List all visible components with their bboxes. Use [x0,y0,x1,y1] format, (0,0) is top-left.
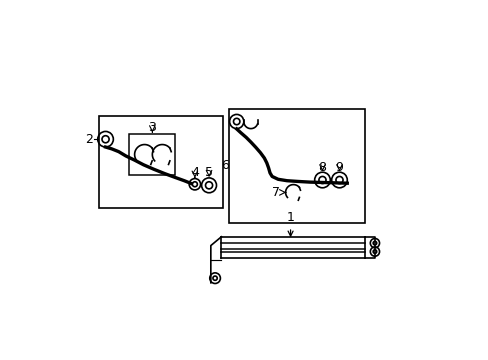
Text: 8: 8 [318,161,326,174]
Text: 3: 3 [148,121,156,134]
Text: 7: 7 [271,186,279,199]
Text: 4: 4 [190,166,199,179]
Text: 6: 6 [221,159,228,172]
Bar [228,109,364,222]
Text: 2: 2 [85,133,93,146]
Text: 5: 5 [204,166,213,179]
Bar [129,134,175,175]
Text: 9: 9 [335,161,343,174]
Text: 1: 1 [286,211,294,236]
Bar [99,116,223,208]
